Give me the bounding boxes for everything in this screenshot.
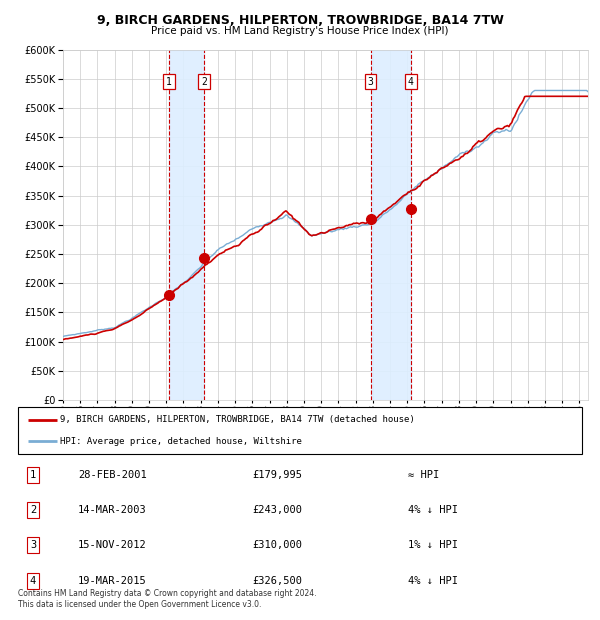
Text: 1: 1 [30, 469, 36, 480]
Text: 14-MAR-2003: 14-MAR-2003 [78, 505, 147, 515]
Text: £310,000: £310,000 [252, 540, 302, 551]
Text: 1: 1 [166, 77, 172, 87]
Text: 9, BIRCH GARDENS, HILPERTON, TROWBRIDGE, BA14 7TW (detached house): 9, BIRCH GARDENS, HILPERTON, TROWBRIDGE,… [60, 415, 415, 425]
Text: 1% ↓ HPI: 1% ↓ HPI [408, 540, 458, 551]
Text: Contains HM Land Registry data © Crown copyright and database right 2024.
This d: Contains HM Land Registry data © Crown c… [18, 590, 317, 609]
Text: £179,995: £179,995 [252, 469, 302, 480]
Text: 4: 4 [30, 575, 36, 586]
Text: 2: 2 [201, 77, 207, 87]
Bar [169, 50, 204, 400]
Text: 4% ↓ HPI: 4% ↓ HPI [408, 505, 458, 515]
Text: £243,000: £243,000 [252, 505, 302, 515]
Text: 4% ↓ HPI: 4% ↓ HPI [408, 575, 458, 586]
Text: £326,500: £326,500 [252, 575, 302, 586]
Text: 2: 2 [30, 505, 36, 515]
Text: 4: 4 [408, 77, 414, 87]
Text: Price paid vs. HM Land Registry's House Price Index (HPI): Price paid vs. HM Land Registry's House … [151, 26, 449, 36]
Text: HPI: Average price, detached house, Wiltshire: HPI: Average price, detached house, Wilt… [60, 436, 302, 446]
Text: 9, BIRCH GARDENS, HILPERTON, TROWBRIDGE, BA14 7TW: 9, BIRCH GARDENS, HILPERTON, TROWBRIDGE,… [97, 14, 503, 27]
Text: 3: 3 [30, 540, 36, 551]
Text: 3: 3 [368, 77, 374, 87]
Text: ≈ HPI: ≈ HPI [408, 469, 439, 480]
Text: 28-FEB-2001: 28-FEB-2001 [78, 469, 147, 480]
Text: 15-NOV-2012: 15-NOV-2012 [78, 540, 147, 551]
Text: 19-MAR-2015: 19-MAR-2015 [78, 575, 147, 586]
Bar [371, 50, 411, 400]
